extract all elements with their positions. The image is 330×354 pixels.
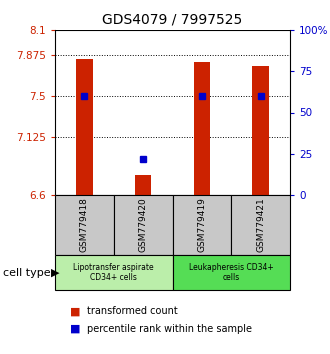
Text: ■: ■ — [70, 324, 81, 334]
Text: GSM779420: GSM779420 — [139, 198, 148, 252]
Bar — [135, 175, 151, 195]
Bar — [55, 255, 173, 290]
Text: ■: ■ — [70, 306, 81, 316]
Bar — [55, 195, 114, 255]
Bar — [173, 255, 290, 290]
Text: ▶: ▶ — [51, 268, 60, 278]
Text: percentile rank within the sample: percentile rank within the sample — [86, 324, 251, 334]
Text: cell type: cell type — [3, 268, 51, 278]
Text: GSM779418: GSM779418 — [80, 198, 89, 252]
Text: GSM779421: GSM779421 — [256, 198, 265, 252]
Title: GDS4079 / 7997525: GDS4079 / 7997525 — [102, 12, 243, 26]
Bar — [114, 195, 173, 255]
Bar — [76, 59, 93, 195]
Text: GSM779419: GSM779419 — [197, 198, 206, 252]
Text: Leukapheresis CD34+
cells: Leukapheresis CD34+ cells — [189, 263, 274, 282]
Bar — [194, 62, 210, 195]
Bar — [231, 195, 290, 255]
Bar — [252, 66, 269, 195]
Bar — [173, 195, 231, 255]
Text: transformed count: transformed count — [86, 306, 177, 316]
Text: Lipotransfer aspirate
CD34+ cells: Lipotransfer aspirate CD34+ cells — [74, 263, 154, 282]
